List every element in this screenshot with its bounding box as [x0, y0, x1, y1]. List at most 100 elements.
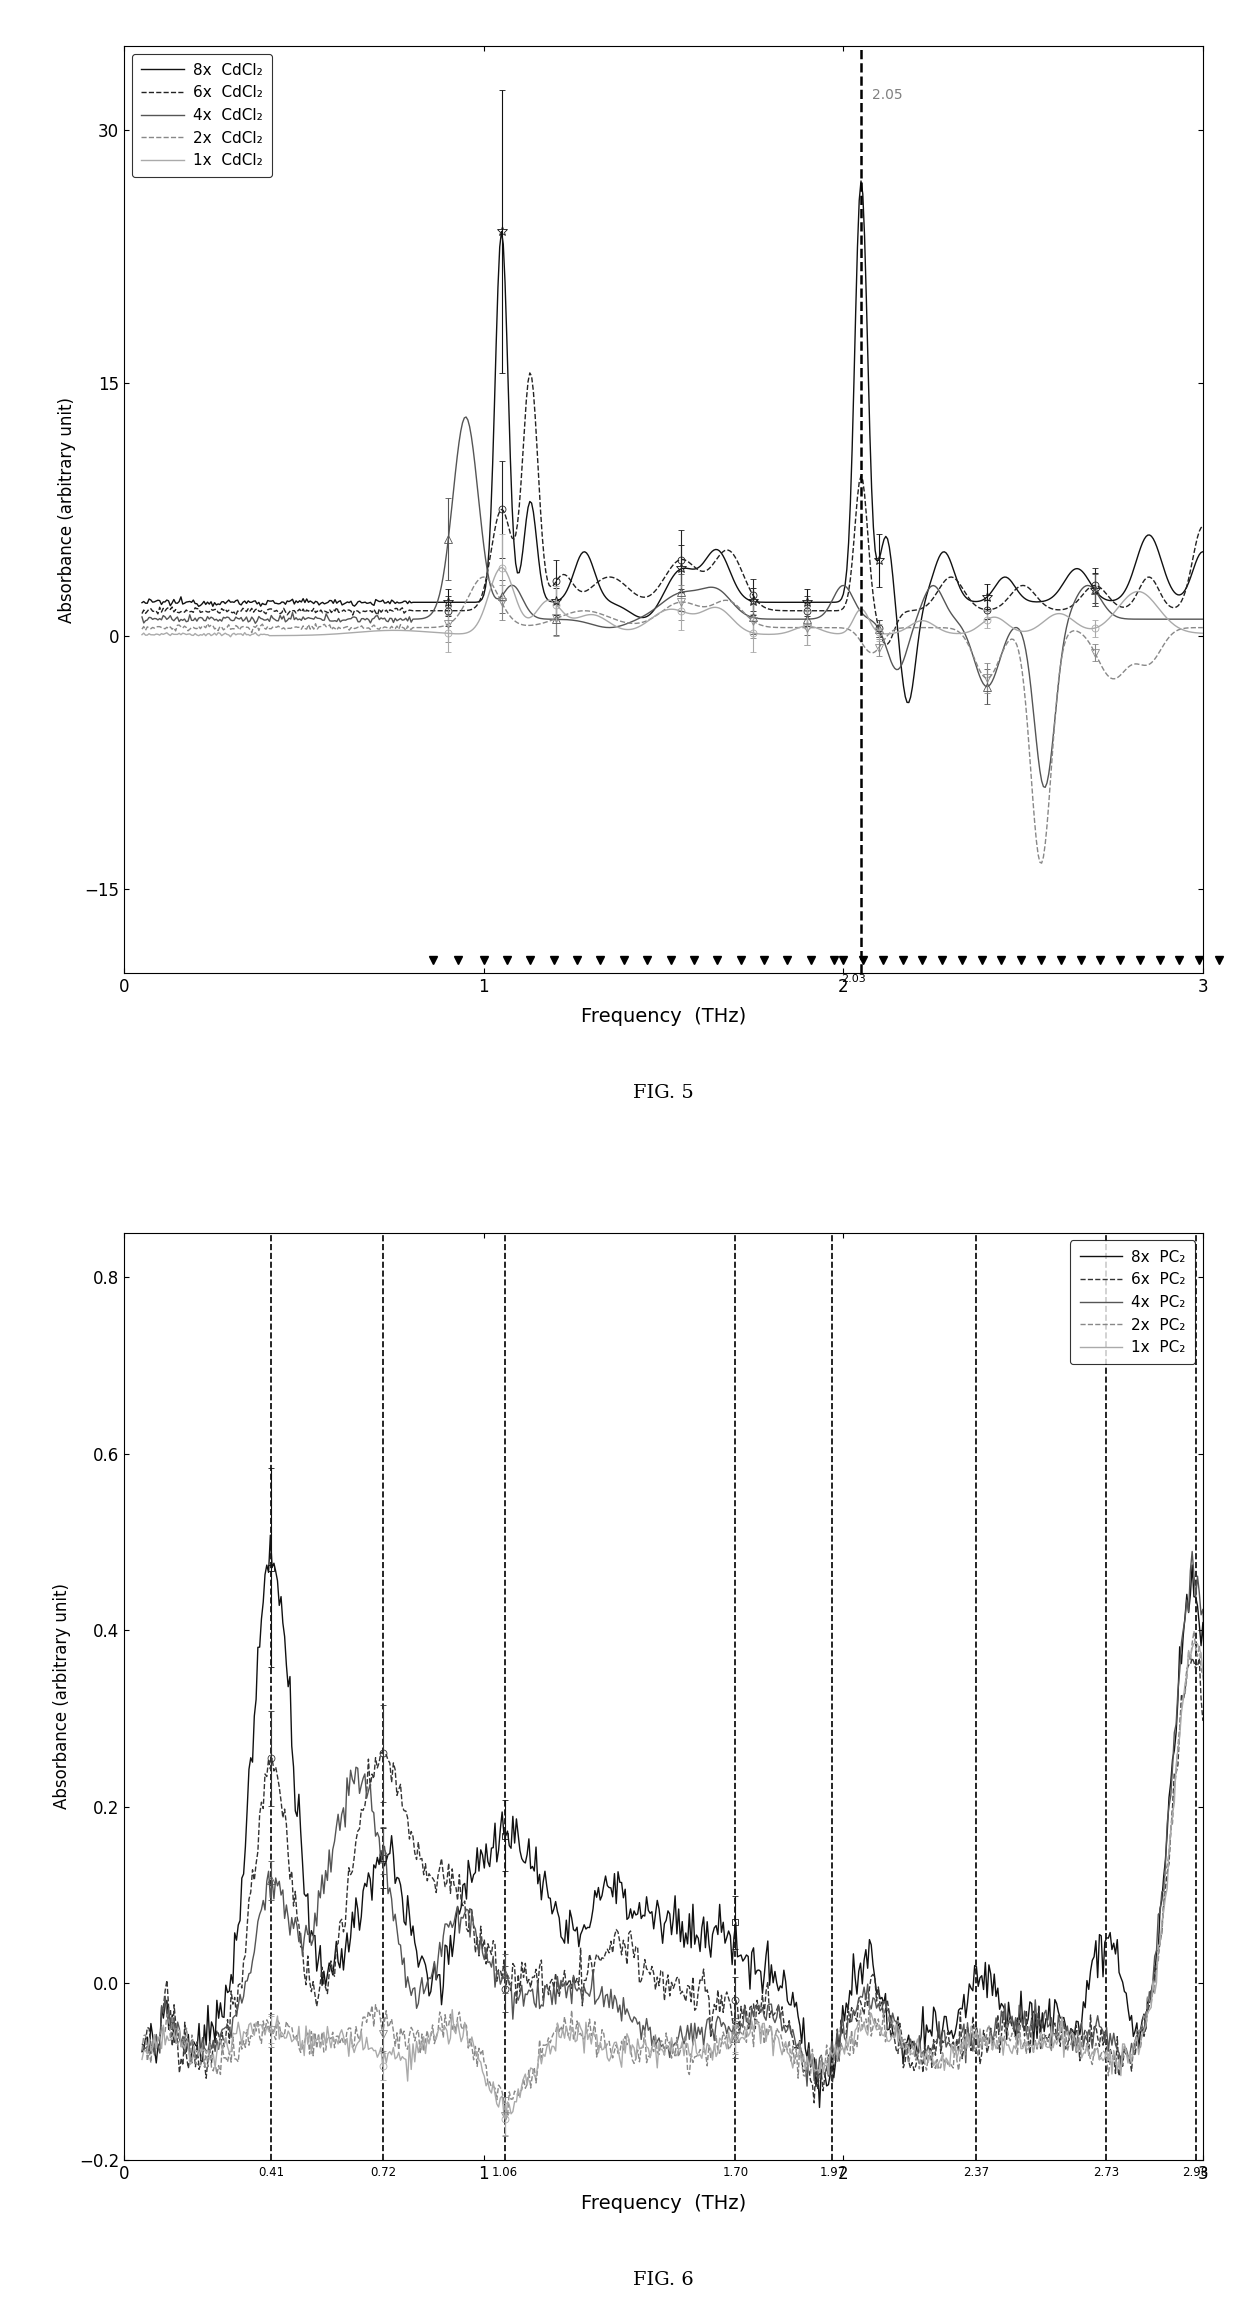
8x  CdCl₂ [760, 588, 775, 616]
6x  PC₂ [1184, 1643, 1199, 1671]
Text: 2.05: 2.05 [872, 87, 903, 101]
Line: 4x  CdCl₂: 4x CdCl₂ [141, 416, 1203, 788]
2x  CdCl₂ [616, 609, 631, 637]
8x  PC₂ [852, 1958, 867, 1985]
Line: 1x  PC₂: 1x PC₂ [141, 1643, 1210, 2119]
4x  PC₂ [409, 1995, 424, 2022]
4x  CdCl₂ [134, 602, 149, 630]
8x  PC₂ [134, 2038, 149, 2066]
4x  CdCl₂ [616, 611, 631, 639]
Text: 2.37: 2.37 [963, 2167, 990, 2179]
Line: 8x  PC₂: 8x PC₂ [141, 1535, 1210, 2107]
1x  PC₂ [409, 2027, 424, 2054]
2x  CdCl₂ [1034, 850, 1049, 878]
1x  CdCl₂ [936, 618, 951, 646]
8x  CdCl₂ [407, 588, 422, 616]
8x  PC₂ [942, 2020, 957, 2048]
4x  CdCl₂ [459, 402, 474, 430]
6x  CdCl₂ [936, 568, 951, 595]
2x  CdCl₂ [844, 618, 859, 646]
Text: 0.41: 0.41 [258, 2167, 284, 2179]
2x  PC₂ [1187, 1618, 1202, 1645]
4x  PC₂ [1203, 1705, 1218, 1733]
8x  PC₂ [410, 1953, 425, 1981]
2x  PC₂ [500, 2103, 515, 2130]
8x  CdCl₂ [853, 168, 868, 195]
1x  CdCl₂ [134, 620, 149, 648]
Line: 2x  PC₂: 2x PC₂ [141, 1632, 1210, 2116]
4x  CdCl₂ [1038, 774, 1053, 802]
6x  PC₂ [409, 1845, 424, 1873]
4x  PC₂ [324, 1859, 339, 1887]
4x  CdCl₂ [407, 604, 422, 632]
8x  PC₂ [766, 1969, 781, 1997]
Text: 2.98: 2.98 [1183, 2167, 1209, 2179]
2x  CdCl₂ [134, 616, 149, 643]
Text: FIG. 5: FIG. 5 [634, 1085, 693, 1103]
Text: 1.06: 1.06 [492, 2167, 518, 2179]
1x  PC₂ [1203, 1733, 1218, 1760]
4x  PC₂ [618, 2002, 632, 2029]
4x  CdCl₂ [1195, 604, 1210, 632]
1x  PC₂ [1188, 1629, 1203, 1657]
Line: 8x  CdCl₂: 8x CdCl₂ [141, 182, 1203, 703]
8x  CdCl₂ [901, 689, 916, 717]
8x  PC₂ [1203, 1730, 1218, 1758]
Text: 0.72: 0.72 [370, 2167, 396, 2179]
8x  PC₂ [812, 2093, 827, 2121]
4x  CdCl₂ [844, 581, 859, 609]
6x  CdCl₂ [134, 600, 149, 627]
Text: FIG. 6: FIG. 6 [634, 2270, 693, 2289]
4x  PC₂ [764, 1990, 779, 2018]
Line: 6x  CdCl₂: 6x CdCl₂ [141, 372, 1203, 643]
6x  CdCl₂ [1195, 512, 1210, 540]
6x  PC₂ [1203, 1751, 1218, 1779]
8x  CdCl₂ [1195, 538, 1210, 565]
2x  CdCl₂ [761, 614, 776, 641]
2x  CdCl₂ [1195, 614, 1210, 641]
2x  PC₂ [766, 2029, 781, 2057]
1x  PC₂ [498, 2105, 513, 2133]
Line: 1x  CdCl₂: 1x CdCl₂ [141, 568, 1203, 637]
Legend: 8x  CdCl₂, 6x  CdCl₂, 4x  CdCl₂, 2x  CdCl₂, 1x  CdCl₂: 8x CdCl₂, 6x CdCl₂, 4x CdCl₂, 2x CdCl₂, … [131, 53, 272, 177]
8x  CdCl₂ [134, 588, 149, 616]
2x  PC₂ [940, 2050, 955, 2077]
6x  CdCl₂ [322, 595, 337, 623]
4x  CdCl₂ [322, 607, 337, 634]
6x  PC₂ [940, 2018, 955, 2045]
1x  PC₂ [766, 2043, 781, 2070]
1x  CdCl₂ [223, 623, 238, 650]
6x  CdCl₂ [522, 358, 537, 386]
1x  CdCl₂ [409, 618, 424, 646]
X-axis label: Frequency  (THz): Frequency (THz) [580, 1007, 746, 1027]
Legend: 8x  PC₂, 6x  PC₂, 4x  PC₂, 2x  PC₂, 1x  PC₂: 8x PC₂, 6x PC₂, 4x PC₂, 2x PC₂, 1x PC₂ [1070, 1241, 1195, 1365]
Y-axis label: Absorbance (arbitrary unit): Absorbance (arbitrary unit) [58, 398, 76, 623]
1x  PC₂ [620, 2020, 635, 2048]
1x  PC₂ [849, 2013, 864, 2041]
1x  CdCl₂ [324, 620, 339, 648]
6x  CdCl₂ [878, 630, 893, 657]
Line: 2x  CdCl₂: 2x CdCl₂ [141, 577, 1203, 864]
Text: 2.73: 2.73 [1092, 2167, 1118, 2179]
8x  PC₂ [620, 1905, 635, 1933]
2x  PC₂ [134, 2036, 149, 2064]
Y-axis label: Absorbance (arbitrary unit): Absorbance (arbitrary unit) [52, 1583, 71, 1809]
Text: 1.70: 1.70 [722, 2167, 749, 2179]
6x  CdCl₂ [407, 597, 422, 625]
6x  PC₂ [134, 2029, 149, 2057]
8x  CdCl₂ [843, 489, 858, 517]
8x  CdCl₂ [322, 586, 337, 614]
1x  CdCl₂ [847, 604, 862, 632]
2x  PC₂ [1203, 1728, 1218, 1756]
6x  PC₂ [807, 2089, 822, 2116]
4x  CdCl₂ [935, 584, 950, 611]
6x  PC₂ [764, 1997, 779, 2025]
6x  CdCl₂ [761, 595, 776, 623]
2x  PC₂ [849, 2034, 864, 2061]
6x  PC₂ [324, 1946, 339, 1974]
6x  CdCl₂ [616, 570, 631, 597]
2x  CdCl₂ [935, 614, 950, 641]
6x  PC₂ [849, 2008, 864, 2036]
8x  CdCl₂ [936, 538, 951, 565]
2x  PC₂ [324, 2025, 339, 2052]
